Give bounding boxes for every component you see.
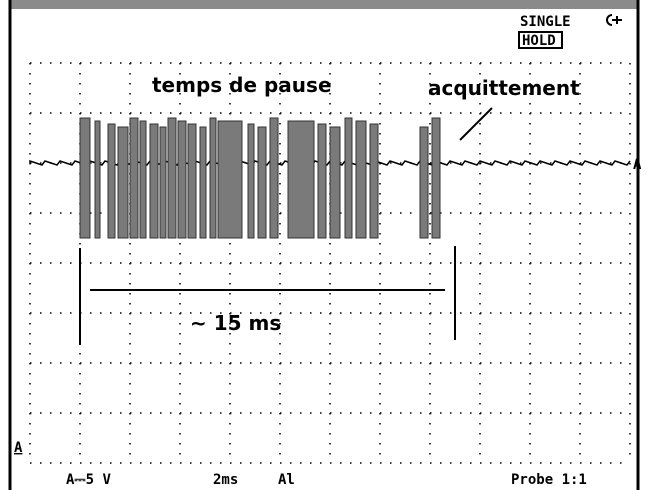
burst — [178, 121, 186, 238]
burst — [168, 118, 176, 238]
burst — [248, 124, 254, 238]
top-bar — [10, 0, 638, 9]
burst — [95, 121, 100, 238]
hold-label: HOLD — [522, 33, 556, 49]
burst — [200, 127, 206, 238]
burst — [318, 124, 326, 238]
burst — [160, 127, 166, 238]
mode-label: SINGLE — [520, 14, 571, 30]
timebase-label: 2ms — [213, 472, 238, 488]
probe-label: Probe 1:1 — [511, 472, 587, 488]
burst — [258, 127, 266, 238]
scope-screen: SINGLE HOLD temps de pause acquittement … — [0, 0, 647, 490]
burst — [150, 124, 158, 238]
burst — [288, 121, 314, 238]
duration-annotation: ∼ 15 ms — [190, 311, 281, 335]
range-label: A⎓5 V — [66, 472, 111, 488]
burst — [218, 121, 242, 238]
burst — [370, 124, 378, 238]
ground-marker: A — [14, 440, 23, 456]
trigger-label: Al — [278, 472, 295, 488]
burst — [330, 127, 340, 238]
burst — [130, 118, 138, 238]
burst — [432, 118, 440, 238]
burst — [210, 118, 216, 238]
pause-annotation: temps de pause — [152, 73, 332, 97]
burst — [420, 127, 428, 238]
burst — [188, 124, 196, 238]
burst — [345, 118, 352, 238]
burst — [140, 121, 146, 238]
burst — [108, 124, 115, 238]
burst — [118, 127, 128, 238]
burst — [270, 118, 278, 238]
burst — [80, 118, 90, 238]
trace-marker: A — [633, 157, 642, 173]
burst — [356, 121, 366, 238]
ack-annotation: acquittement — [428, 76, 580, 100]
